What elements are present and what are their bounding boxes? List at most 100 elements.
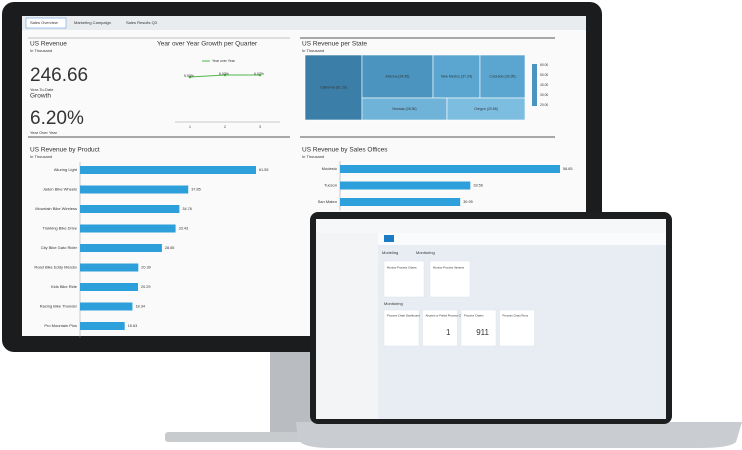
chart-unit: In Thousand [302, 48, 324, 53]
kpi-unit: In Thousand [30, 48, 52, 53]
tile [460, 309, 497, 347]
treemap-cell [479, 54, 526, 99]
category-label: Mountain Bike Wireless [35, 206, 77, 211]
treemap-label: Arizona (34.95) [386, 74, 410, 78]
treemap-label: California (61.29) [320, 85, 347, 89]
scale-label: 20.00 [540, 103, 548, 107]
value-label: 33.43 [179, 227, 189, 231]
chart-title: US Revenue per State [302, 41, 367, 48]
value-label: 30.95 [463, 200, 473, 204]
category-label: Racing Bike Thunder [40, 304, 78, 309]
tab: Sales Results Q3 [126, 20, 158, 25]
treemap-cell [446, 97, 526, 121]
tab: Modeling [382, 250, 398, 255]
growth-caption: Year Over Year [30, 130, 58, 135]
tab-active [25, 17, 67, 29]
side-panel [316, 233, 378, 419]
tile-value: 911 [476, 328, 489, 337]
treemap-cell [432, 54, 481, 99]
scale-label: 30.00 [540, 93, 548, 97]
growth-title: Growth [30, 93, 51, 100]
treemap-label: Colorado (26.95) [489, 74, 515, 78]
chart-unit: In Thousand [30, 154, 52, 159]
logo [384, 235, 394, 242]
category-label: City Bike Gato Rider [41, 245, 78, 250]
bar [80, 224, 176, 233]
tab: Sales Overview [30, 20, 58, 25]
bar [80, 205, 180, 213]
kpi-title: US Revenue [30, 41, 67, 48]
tile-value: 1 [446, 328, 451, 337]
tile-title: Process Chains [464, 314, 484, 318]
point [258, 73, 262, 77]
bar [80, 244, 162, 252]
chart-title: US Revenue by Product [30, 147, 100, 154]
x-tick-label: 3 [259, 125, 261, 129]
bar [340, 165, 560, 173]
legend-label: Year over Year [212, 59, 236, 63]
category-label: Trekking Bike Drive [42, 226, 77, 231]
bar [80, 166, 256, 174]
chart-title: Year over Year Growth per Quarter [157, 41, 258, 48]
treemap-label: Oregon (20.65) [474, 107, 498, 111]
category-label: Modesto [322, 166, 338, 171]
color-scale [532, 64, 537, 106]
category-label: Road Bike Eddy Merckx [34, 265, 77, 270]
treemap-label: Nevada (28.36) [392, 107, 416, 111]
treemap-cell [361, 54, 434, 99]
tile-title: Monitor Process Chains [387, 266, 417, 270]
bar [80, 263, 139, 272]
category-label: Tucson [324, 183, 337, 188]
bar [80, 185, 189, 194]
value-label: 15.63 [128, 324, 138, 328]
tab-bar [22, 16, 586, 30]
tile [383, 260, 425, 298]
bar [80, 283, 139, 291]
value-label: 28.65 [165, 246, 175, 250]
value-label: 18.34 [135, 305, 145, 309]
chart-title: US Revenue by Sales Offices [302, 147, 388, 154]
bar [80, 302, 133, 311]
category-label: Kids Bike Ride [51, 284, 78, 289]
point-label: 5.93% [184, 74, 194, 78]
tab: Monitoring [416, 250, 435, 255]
tile-title: Process Chain Dashboard [387, 314, 420, 318]
tile-title: Process Chain Runs [503, 314, 529, 318]
category-label: Jaden Bike Wheels [43, 187, 77, 192]
x-tick-label: 1 [189, 125, 191, 129]
point [223, 73, 227, 77]
category-label: Pro Mountain Plus [44, 323, 77, 328]
scale-label: 50.00 [540, 73, 548, 77]
value-label: 37.85 [191, 188, 201, 192]
bar [80, 322, 125, 330]
category-label: San Mateo [318, 199, 338, 204]
point-label: 6.03% [219, 72, 229, 76]
x-tick-label: 2 [224, 125, 226, 129]
tile [499, 309, 535, 347]
value-label: 34.76 [182, 207, 192, 211]
value-label: 33.56 [473, 184, 483, 188]
bar [340, 181, 471, 190]
tab: Marketing Campaign [74, 20, 111, 25]
point-label: 6.07% [254, 72, 264, 76]
group-title: Monitoring [384, 301, 403, 306]
scale-label: 60.00 [540, 63, 548, 67]
value-label: 56.65 [563, 167, 573, 171]
tile-title: Aborted or Failed Process Chains [426, 314, 468, 318]
shell-bar [378, 233, 666, 245]
scale-label: 40.00 [540, 83, 548, 87]
value-label: 61.55 [259, 168, 269, 172]
value-label: 20.29 [141, 285, 151, 289]
tile [429, 260, 471, 298]
bar [340, 198, 461, 206]
growth-value: 6.20% [30, 108, 84, 129]
browser-bar [316, 219, 666, 233]
tile [383, 309, 420, 347]
treemap-cell [304, 54, 363, 121]
value-label: 20.39 [141, 266, 151, 270]
tile [422, 309, 458, 347]
chart-unit: In Thousand [302, 154, 324, 159]
laptop-base [296, 422, 742, 448]
point [188, 75, 192, 79]
